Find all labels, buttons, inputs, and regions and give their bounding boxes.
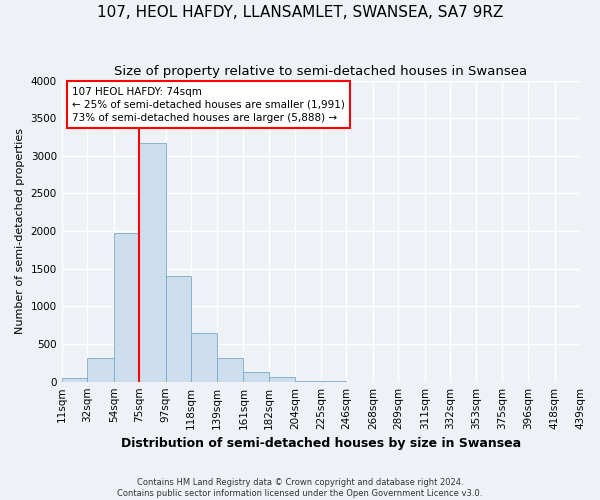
Title: Size of property relative to semi-detached houses in Swansea: Size of property relative to semi-detach… <box>114 65 527 78</box>
X-axis label: Distribution of semi-detached houses by size in Swansea: Distribution of semi-detached houses by … <box>121 437 521 450</box>
Bar <box>191 332 217 382</box>
Bar <box>217 358 244 382</box>
Text: Contains HM Land Registry data © Crown copyright and database right 2024.
Contai: Contains HM Land Registry data © Crown c… <box>118 478 482 498</box>
Bar <box>114 232 139 382</box>
Bar <box>62 378 87 382</box>
Text: 107, HEOL HAFDY, LLANSAMLET, SWANSEA, SA7 9RZ: 107, HEOL HAFDY, LLANSAMLET, SWANSEA, SA… <box>97 5 503 20</box>
Bar <box>166 276 191 382</box>
Bar <box>87 358 114 382</box>
Bar <box>269 377 295 382</box>
Text: 107 HEOL HAFDY: 74sqm
← 25% of semi-detached houses are smaller (1,991)
73% of s: 107 HEOL HAFDY: 74sqm ← 25% of semi-deta… <box>72 86 345 123</box>
Bar <box>244 372 269 382</box>
Y-axis label: Number of semi-detached properties: Number of semi-detached properties <box>15 128 25 334</box>
Bar <box>139 143 166 382</box>
